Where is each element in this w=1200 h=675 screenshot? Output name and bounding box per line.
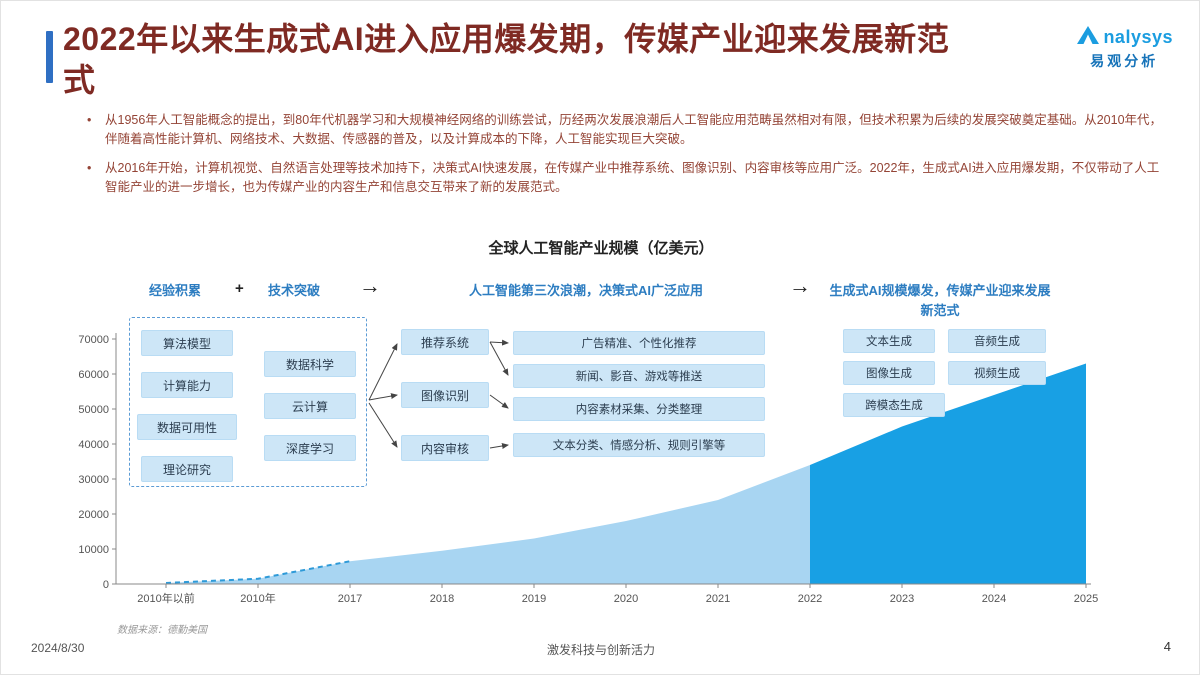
data-source-note: 数据来源：德勤美国 bbox=[117, 625, 207, 636]
experience-box-4: 理论研究 bbox=[141, 456, 233, 482]
bullet-2: 从2016年开始，计算机视觉、自然语言处理等技术加持下，决策式AI快速发展，在传… bbox=[85, 159, 1165, 198]
tech-box-1: 数据科学 bbox=[264, 351, 356, 377]
bullet-list: 从1956年人工智能概念的提出，到80年代机器学习和大规模神经网络的训练尝试，历… bbox=[85, 111, 1165, 207]
page-title: 2022年以来生成式AI进入应用爆发期，传媒产业迎来发展新范式 bbox=[63, 21, 950, 98]
stage1-label-tech: 技术突破 bbox=[268, 283, 321, 298]
analysys-logo-icon bbox=[1075, 25, 1101, 50]
svg-text:50000: 50000 bbox=[78, 404, 109, 416]
svg-text:30000: 30000 bbox=[78, 474, 109, 486]
stage-arrow-2: → bbox=[789, 273, 811, 298]
decision-ai-box-3: 内容审核 bbox=[401, 435, 489, 461]
tech-box-3: 深度学习 bbox=[264, 435, 356, 461]
experience-box-3: 数据可用性 bbox=[137, 414, 237, 440]
title-accent-bar bbox=[46, 31, 53, 83]
generative-ai-box-1: 文本生成 bbox=[843, 329, 935, 353]
generative-ai-box-5: 跨模态生成 bbox=[843, 393, 945, 417]
stage-arrow-1: → bbox=[359, 273, 381, 298]
logo-brand-en: nalysys bbox=[1103, 27, 1173, 47]
generative-ai-box-3: 图像生成 bbox=[843, 361, 935, 385]
svg-text:2021: 2021 bbox=[706, 593, 730, 605]
svg-text:2024: 2024 bbox=[982, 593, 1006, 605]
svg-text:2010年以前: 2010年以前 bbox=[137, 591, 194, 605]
logo-brand-cn: 易观分析 bbox=[1090, 53, 1159, 69]
stage2-label: 人工智能第三次浪潮，决策式AI广泛应用 bbox=[468, 283, 703, 298]
bullet-1: 从1956年人工智能概念的提出，到80年代机器学习和大规模神经网络的训练尝试，历… bbox=[85, 111, 1165, 150]
experience-box-2: 计算能力 bbox=[141, 372, 233, 398]
svg-text:2025: 2025 bbox=[1074, 593, 1098, 605]
svg-text:2010年: 2010年 bbox=[240, 591, 275, 605]
page-number: 4 bbox=[1163, 639, 1171, 654]
svg-text:20000: 20000 bbox=[78, 509, 109, 521]
svg-text:60000: 60000 bbox=[78, 369, 109, 381]
experience-box-1: 算法模型 bbox=[141, 330, 233, 356]
footer-slogan: 激发科技与创新活力 bbox=[546, 643, 655, 657]
decision-ai-box-1: 推荐系统 bbox=[401, 329, 489, 355]
media-application-box-4: 文本分类、情感分析、规则引擎等 bbox=[513, 433, 765, 457]
stage3-label: 生成式AI规模爆发，传媒产业迎来发展新范式 bbox=[829, 283, 1051, 318]
media-application-box-2: 新闻、影音、游戏等推送 bbox=[513, 364, 765, 388]
svg-text:70000: 70000 bbox=[78, 334, 109, 346]
plus-sign: + bbox=[235, 280, 244, 297]
svg-text:2023: 2023 bbox=[890, 593, 914, 605]
generative-ai-box-4: 视频生成 bbox=[948, 361, 1046, 385]
analysys-logo: nalysys 易观分析 bbox=[1075, 25, 1173, 71]
svg-text:2019: 2019 bbox=[522, 593, 546, 605]
generative-ai-box-2: 音频生成 bbox=[948, 329, 1046, 353]
svg-text:40000: 40000 bbox=[78, 439, 109, 451]
svg-text:10000: 10000 bbox=[78, 544, 109, 556]
svg-text:2020: 2020 bbox=[614, 593, 638, 605]
svg-text:2022: 2022 bbox=[798, 593, 822, 605]
svg-text:2018: 2018 bbox=[430, 593, 454, 605]
chart-title: 全球人工智能产业规模（亿美元） bbox=[488, 240, 714, 257]
media-application-box-1: 广告精准、个性化推荐 bbox=[513, 331, 765, 355]
stage1-label-experience: 经验积累 bbox=[149, 283, 202, 298]
svg-text:2017: 2017 bbox=[338, 593, 362, 605]
footer-date: 2024/8/30 bbox=[31, 641, 85, 655]
tech-box-2: 云计算 bbox=[264, 393, 356, 419]
svg-text:0: 0 bbox=[103, 579, 109, 591]
decision-ai-box-2: 图像识别 bbox=[401, 382, 489, 408]
media-application-box-3: 内容素材采集、分类整理 bbox=[513, 397, 765, 421]
